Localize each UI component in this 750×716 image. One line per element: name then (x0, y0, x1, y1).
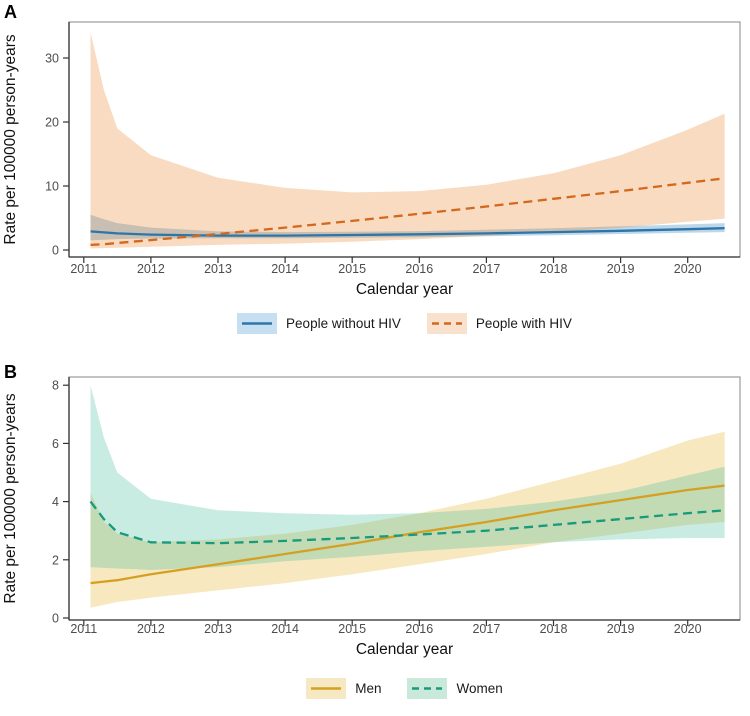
people-without-hiv-key-icon (237, 313, 278, 334)
svg-text:Calendar year: Calendar year (356, 641, 453, 658)
panel-a-chart: 2011 2012 2013 2014 2015 2016 2017 2018 2019 2020… (2, 21, 741, 298)
svg-text:2011: 2011 (70, 262, 97, 276)
svg-text:2017: 2017 (472, 262, 500, 276)
panel-b-legend: Men Women (69, 678, 740, 699)
panel-a-label: A (4, 2, 17, 22)
panel-a-legend: People without HIV People with HIV (69, 313, 740, 334)
svg-text:30: 30 (45, 52, 59, 66)
legend-item-people-without-hiv: People without HIV (237, 313, 401, 334)
svg-text:0: 0 (52, 612, 59, 626)
svg-text:2014: 2014 (271, 622, 299, 636)
svg-text:10: 10 (45, 180, 59, 194)
legend-label: People with HIV (475, 316, 572, 331)
svg-text:2: 2 (52, 553, 59, 567)
svg-text:2017: 2017 (472, 622, 500, 636)
women-key-icon (407, 678, 448, 699)
svg-text:2015: 2015 (338, 622, 366, 636)
svg-text:2020: 2020 (674, 262, 702, 276)
svg-text:2014: 2014 (271, 262, 299, 276)
legend-label: Women (456, 681, 503, 696)
svg-text:4: 4 (52, 495, 59, 509)
svg-text:2016: 2016 (405, 262, 433, 276)
svg-text:2019: 2019 (607, 622, 635, 636)
svg-text:2013: 2013 (204, 262, 232, 276)
legend-item-women: Women (407, 678, 503, 699)
svg-text:2012: 2012 (137, 622, 165, 636)
svg-text:2012: 2012 (137, 262, 165, 276)
svg-text:2018: 2018 (540, 262, 568, 276)
svg-text:Rate per 100000 person-years: Rate per 100000 person-years (2, 34, 19, 244)
svg-text:Calendar year: Calendar year (356, 281, 453, 298)
people-with-hiv-key-icon (426, 313, 467, 334)
legend-label: People without HIV (286, 316, 401, 331)
legend-label: Men (355, 681, 382, 696)
svg-text:0: 0 (52, 244, 59, 258)
svg-text:2020: 2020 (674, 622, 702, 636)
svg-text:2013: 2013 (204, 622, 232, 636)
legend-item-men: Men (306, 678, 381, 699)
legend-item-people-with-hiv: People with HIV (426, 313, 572, 334)
panel-b-chart: 2011 2012 2013 2014 2015 2016 2017 2018 2019 2020… (2, 376, 741, 658)
panel-b-label: B (4, 362, 17, 382)
svg-text:20: 20 (45, 116, 59, 130)
svg-text:2019: 2019 (607, 262, 635, 276)
svg-text:2016: 2016 (405, 622, 433, 636)
svg-text:2015: 2015 (338, 262, 366, 276)
svg-text:6: 6 (52, 437, 59, 451)
svg-text:2018: 2018 (540, 622, 568, 636)
men-key-icon (306, 678, 347, 699)
svg-text:8: 8 (52, 379, 59, 393)
svg-text:2011: 2011 (70, 622, 97, 636)
svg-text:Rate per 100000 person-years: Rate per 100000 person-years (2, 393, 19, 603)
